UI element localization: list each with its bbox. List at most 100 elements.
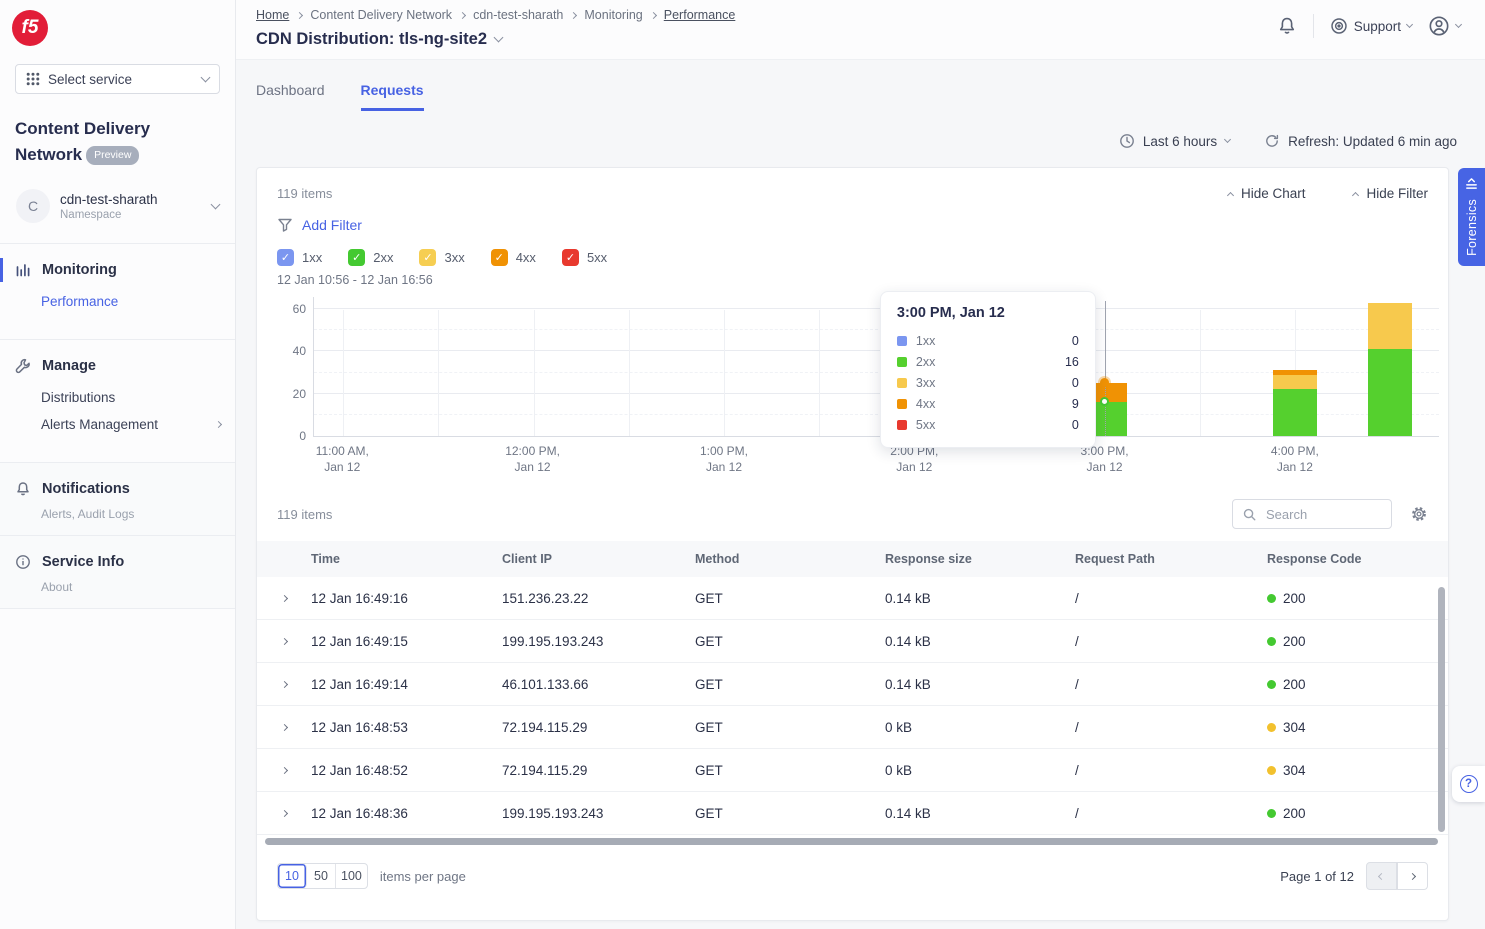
gridline xyxy=(314,329,1439,331)
response-code-value: 304 xyxy=(1283,762,1306,778)
legend-label: 3xx xyxy=(444,250,465,265)
product-title: Content Delivery Network Preview xyxy=(15,119,151,166)
legend-checkbox-1xx[interactable]: ✓ 1xx xyxy=(277,249,322,266)
column-header[interactable]: Method xyxy=(695,552,740,566)
cell-method: GET xyxy=(695,719,723,735)
table-row[interactable]: 12 Jan 16:48:36 199.195.193.243 GET 0.14 kB… xyxy=(257,792,1448,835)
gridline xyxy=(314,350,1439,352)
status-dot xyxy=(1267,636,1276,646)
cell-response-size: 0 kB xyxy=(885,762,913,778)
chart-items-count: 119 items xyxy=(277,186,333,201)
y-axis-label: 40 xyxy=(292,344,306,359)
cell-method: GET xyxy=(695,762,723,778)
column-header[interactable]: Client IP xyxy=(502,552,553,566)
page-size-50[interactable]: 50 xyxy=(307,864,336,888)
cell-client-ip: 46.101.133.66 xyxy=(502,676,589,692)
chart-bar[interactable] xyxy=(1367,302,1412,436)
next-page-button[interactable] xyxy=(1397,862,1428,890)
forensics-label: Forensics xyxy=(1464,199,1479,256)
column-header[interactable]: Response size xyxy=(885,552,972,566)
page-size-10[interactable]: 10 xyxy=(278,864,307,888)
column-header[interactable]: Time xyxy=(311,552,340,566)
breadcrumb-item[interactable]: Monitoring xyxy=(584,8,643,22)
chevron-right-icon xyxy=(214,420,223,429)
namespace-type-label: Namespace xyxy=(60,208,122,221)
column-header[interactable]: Request Path xyxy=(1075,552,1155,566)
refresh-button[interactable]: Refresh: Updated 6 min ago xyxy=(1264,133,1457,149)
hide-chart-button[interactable]: Hide Chart xyxy=(1226,186,1305,201)
table-row[interactable]: 12 Jan 16:48:52 72.194.115.29 GET 0 kB / 304 xyxy=(257,749,1448,792)
help-button[interactable]: ? xyxy=(1452,766,1485,802)
row-expander-icon[interactable] xyxy=(280,637,288,645)
tab-dashboard[interactable]: Dashboard xyxy=(256,82,325,98)
collapse-panel-icon xyxy=(1466,178,1477,189)
chevron-down-icon xyxy=(1405,20,1414,28)
chevron-down-icon[interactable] xyxy=(493,32,504,43)
previous-page-button[interactable] xyxy=(1366,862,1397,890)
tab-requests[interactable]: Requests xyxy=(360,82,424,111)
tooltip-series-value: 0 xyxy=(1071,417,1079,432)
table-row[interactable]: 12 Jan 16:49:15 199.195.193.243 GET 0.14 kB… xyxy=(257,620,1448,663)
sidebar-item-performance[interactable]: Performance xyxy=(41,294,119,309)
cell-method: GET xyxy=(695,590,723,606)
row-expander-icon[interactable] xyxy=(280,809,288,817)
forensics-panel-tab[interactable]: Forensics xyxy=(1458,168,1485,266)
legend-checkbox-5xx[interactable]: ✓ 5xx xyxy=(561,249,607,266)
gear-icon[interactable] xyxy=(1410,505,1428,523)
breadcrumb-item[interactable]: Content Delivery Network xyxy=(310,8,453,22)
sidebar-item-service-info[interactable]: Service Info xyxy=(0,546,235,578)
notifications-bell-icon[interactable] xyxy=(1277,16,1297,36)
sidebar-item-label: Monitoring xyxy=(42,262,117,278)
add-filter-button[interactable]: Add Filter xyxy=(302,217,362,233)
breadcrumb-separator-icon xyxy=(296,11,304,19)
sidebar-item-alerts-management[interactable]: Alerts Management xyxy=(0,409,235,436)
cell-request-path: / xyxy=(1075,590,1079,606)
sidebar-item-notifications[interactable]: Notifications xyxy=(0,473,235,505)
chart-bar[interactable] xyxy=(1273,370,1317,436)
time-range-selector[interactable]: Last 6 hours xyxy=(1119,133,1232,149)
row-expander-icon[interactable] xyxy=(280,680,288,688)
sidebar-item-manage[interactable]: Manage xyxy=(0,350,235,382)
legend-checkbox-3xx[interactable]: ✓ 3xx xyxy=(419,249,465,266)
x-axis-label: 11:00 AM, Jan 12 xyxy=(315,444,369,475)
cell-method: GET xyxy=(695,805,723,821)
table-row[interactable]: 12 Jan 16:48:53 72.194.115.29 GET 0 kB / 304 xyxy=(257,706,1448,749)
chevron-down-icon xyxy=(210,199,221,209)
sidebar-item-sublabel: About xyxy=(41,580,73,594)
gridline xyxy=(314,308,1439,309)
row-expander-icon[interactable] xyxy=(280,766,288,774)
search-input[interactable] xyxy=(1264,505,1374,523)
tooltip-row: 2xx 16 xyxy=(896,351,1079,372)
breadcrumb-item[interactable]: Performance xyxy=(663,8,736,22)
sidebar-item-distributions[interactable]: Distributions xyxy=(41,390,116,405)
tooltip-series-swatch xyxy=(896,398,907,409)
search-icon xyxy=(1242,507,1257,522)
column-header[interactable]: Response Code xyxy=(1267,552,1362,566)
cell-client-ip: 151.236.23.22 xyxy=(502,590,589,606)
sidebar-item-label: Manage xyxy=(42,358,96,374)
horizontal-scrollbar[interactable] xyxy=(265,838,1440,846)
table-row[interactable]: 12 Jan 16:49:14 46.101.133.66 GET 0.14 kB / 2… xyxy=(257,663,1448,706)
vertical-scrollbar[interactable] xyxy=(1438,587,1445,832)
legend-checkbox-2xx[interactable]: ✓ 2xx xyxy=(348,249,393,266)
legend-checkbox-4xx[interactable]: ✓ 4xx xyxy=(490,249,536,266)
sidebar-item-monitoring[interactable]: Monitoring xyxy=(0,254,235,286)
top-header: Home Content Delivery Network cdn-test-sha… xyxy=(236,0,1485,60)
table-row[interactable]: 12 Jan 16:49:16 151.236.23.22 GET 0.14 kB / 2… xyxy=(257,577,1448,620)
cell-client-ip: 72.194.115.29 xyxy=(502,719,588,735)
namespace-selector[interactable]: C cdn-test-sharath Namespace xyxy=(8,181,227,231)
table-body: 12 Jan 16:49:16 151.236.23.22 GET 0.14 kB / 2… xyxy=(257,577,1448,835)
row-expander-icon[interactable] xyxy=(280,594,288,602)
support-menu[interactable]: Support xyxy=(1330,17,1414,35)
account-menu[interactable] xyxy=(1428,15,1463,37)
breadcrumb-item[interactable]: Home xyxy=(256,8,290,22)
hide-filter-button[interactable]: Hide Filter xyxy=(1352,186,1428,201)
page-size-100[interactable]: 100 xyxy=(341,869,362,883)
breadcrumb-item[interactable]: cdn-test-sharath xyxy=(473,8,564,22)
f5-logo[interactable]: f5 xyxy=(12,10,48,46)
row-expander-icon[interactable] xyxy=(280,723,288,731)
tooltip-series-label: 3xx xyxy=(915,375,936,390)
cell-request-path: / xyxy=(1075,762,1079,778)
checkbox-3xx-icon: ✓ xyxy=(419,249,437,266)
service-selector[interactable]: Select service xyxy=(15,64,220,94)
